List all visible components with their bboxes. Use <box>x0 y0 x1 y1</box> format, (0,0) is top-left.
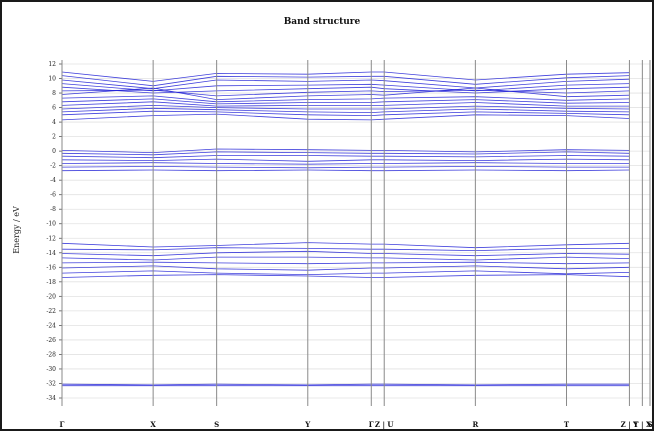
k-point-label: X <box>150 420 156 429</box>
band-line <box>61 242 630 249</box>
y-tick-label: -28 <box>46 351 56 358</box>
band-line <box>61 250 630 257</box>
y-tick-label: -8 <box>50 206 56 213</box>
y-tick-label: 0 <box>52 148 56 155</box>
y-tick-label: -34 <box>46 395 56 402</box>
k-point-label: T | X <box>633 420 652 429</box>
k-point-lines <box>61 60 651 406</box>
y-tick-label: 2 <box>52 134 56 141</box>
band-line <box>61 158 630 162</box>
k-point-label: S <box>214 420 219 429</box>
band-line <box>61 247 630 252</box>
chart-title: Band structure <box>284 17 361 27</box>
k-point-label: S <box>647 420 652 429</box>
y-axis-label: Energy / eV <box>12 206 21 254</box>
k-point-label: T <box>564 420 570 429</box>
y-tick-label: 4 <box>52 119 56 126</box>
y-tick-label: -24 <box>46 322 56 329</box>
y-tick-label: -18 <box>46 279 56 286</box>
band-line <box>61 169 630 172</box>
band-lines <box>61 71 630 387</box>
y-tick-label: -22 <box>46 308 56 315</box>
grid-lines <box>59 63 650 399</box>
y-tick-label: -14 <box>46 250 56 257</box>
y-tick-labels: 12 10 8 6 4 2 0 -2 -4 -6 -8 -10 -12 -14 -16 -18 -20 -22 -2… <box>46 61 56 402</box>
y-tick-label: -20 <box>46 293 56 300</box>
k-point-label: Γ <box>369 420 374 429</box>
y-tick-label: -10 <box>46 221 56 228</box>
y-tick-label: 8 <box>52 90 56 97</box>
band-line <box>61 162 630 165</box>
band-line <box>61 155 630 159</box>
band-line <box>61 265 630 271</box>
k-point-label: Γ <box>60 420 65 429</box>
y-tick-label: -32 <box>46 380 56 387</box>
band-line <box>61 261 630 265</box>
k-point-label: Y <box>304 420 311 429</box>
k-point-label: Z | U <box>375 420 394 429</box>
y-tick-label: -4 <box>50 177 56 184</box>
band-line <box>61 274 630 278</box>
y-tick-label: 12 <box>48 61 56 68</box>
k-point-label: R <box>472 420 478 429</box>
band-line <box>61 165 630 169</box>
y-tick-label: -12 <box>46 235 56 242</box>
y-tick-label: -26 <box>46 337 56 344</box>
band-line <box>61 270 630 276</box>
band-line <box>61 383 630 386</box>
y-tick-label: -16 <box>46 264 56 271</box>
band-line <box>61 110 630 117</box>
y-tick-label: 10 <box>48 76 56 83</box>
y-tick-label: 6 <box>52 105 56 112</box>
k-point-label: Z | Y <box>621 420 640 429</box>
y-tick-label: -6 <box>50 192 56 199</box>
y-tick-label: -30 <box>46 366 56 373</box>
y-tick-label: -2 <box>50 163 56 170</box>
band-line <box>61 256 630 261</box>
